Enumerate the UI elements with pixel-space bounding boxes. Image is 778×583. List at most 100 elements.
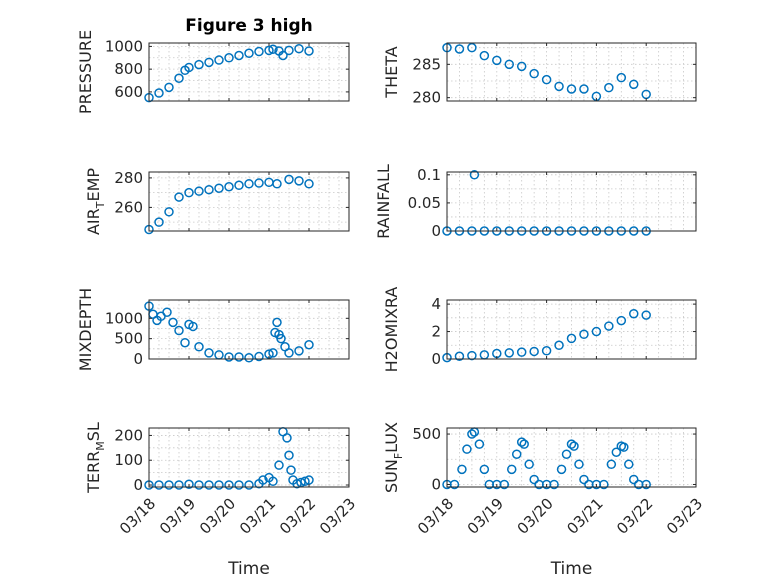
data-point [300, 476, 310, 487]
data-point [611, 447, 622, 457]
data-point [504, 348, 514, 358]
data-point [516, 347, 527, 357]
data-point [154, 88, 164, 98]
axes-box [148, 427, 350, 488]
data-point [604, 82, 614, 93]
x-tick-label: 03/20 [196, 495, 239, 538]
data-point [234, 50, 244, 61]
y-axis-label-main: AIR [84, 208, 103, 235]
data-point [294, 43, 304, 54]
data-point [194, 480, 204, 490]
data-point [254, 178, 264, 188]
x-tick-label: 03/22 [613, 495, 656, 538]
x-tick-label: 03/18 [116, 495, 159, 538]
data-point [234, 352, 244, 362]
data-point [184, 479, 194, 490]
data-point [162, 307, 172, 317]
data-point [492, 55, 502, 66]
data-point [224, 480, 234, 490]
data-point [574, 459, 584, 470]
data-point [467, 42, 477, 53]
data-point [566, 84, 577, 94]
y-axis-label: TERRMSL [84, 422, 107, 494]
x-axis-label: Time [227, 559, 270, 579]
data-point [284, 348, 294, 358]
data-point [244, 353, 254, 363]
data-point [504, 59, 514, 70]
data-point [554, 81, 564, 92]
data-point [274, 460, 284, 470]
data-point [184, 187, 194, 198]
data-point [174, 192, 184, 202]
panel-mixdepth: 0 500 1000 MIXDEPTH [76, 288, 350, 371]
axes-box [446, 171, 697, 232]
x-tick-label: 03/23 [316, 495, 359, 538]
data-point [234, 180, 244, 191]
data-point [457, 464, 467, 475]
data-point [474, 439, 485, 449]
data-point [258, 475, 268, 485]
data-point [204, 57, 214, 68]
data-point [272, 179, 282, 189]
data-point [224, 352, 234, 362]
y-axis-label: H2OMIXRA [382, 287, 401, 373]
y-tick-label: 600 [114, 83, 143, 101]
x-tick-label: 03/18 [414, 495, 457, 538]
data-point [454, 44, 465, 54]
data-point [506, 464, 517, 475]
x-tick-label: 03/19 [464, 495, 507, 538]
y-axis-label-main: TERR [84, 451, 103, 494]
y-tick-label: 280 [114, 169, 143, 187]
y-axis-label-rest: SL [84, 422, 103, 441]
data-point [561, 449, 572, 459]
x-tick-label: 03/20 [514, 495, 557, 538]
data-point [194, 59, 204, 70]
data-point [516, 61, 527, 72]
axes-box [446, 427, 697, 488]
data-point [524, 459, 534, 470]
data-point [168, 317, 178, 328]
y-tick-label: 0 [133, 476, 143, 494]
data-point [511, 449, 522, 459]
data-point [194, 186, 204, 196]
data-point [294, 346, 304, 356]
data-point [469, 170, 480, 180]
chart-title: Figure 3 high [185, 16, 313, 36]
data-point [554, 340, 564, 351]
data-point [164, 207, 174, 217]
data-point [164, 82, 174, 93]
data-point [214, 480, 224, 490]
data-point [641, 310, 651, 320]
data-point [154, 217, 164, 227]
data-point [604, 321, 614, 331]
panel-sun-flux: 0 500 03/18 03/19 03/20 03/21 03/22 03/23 SUNFLU… [382, 422, 706, 579]
data-point [294, 176, 304, 186]
y-axis-label: THETA [382, 46, 401, 98]
data-point [556, 464, 567, 475]
data-point [519, 439, 529, 449]
data-point [272, 317, 282, 328]
data-point [462, 444, 472, 454]
data-point [188, 321, 198, 332]
data-point [479, 50, 490, 61]
data-point [616, 72, 627, 83]
axes-box [148, 42, 350, 102]
data-point [282, 433, 292, 443]
y-axis-label-rest: LUX [382, 422, 401, 453]
y-tick-label: 4 [431, 295, 441, 313]
data-point [304, 340, 314, 350]
panel-h2omixra: 0 2 4 H2OMIXRA [382, 287, 697, 373]
y-axis-label: PRESSURE [76, 30, 95, 114]
y-tick-label: 2 [431, 323, 441, 341]
data-point [184, 62, 194, 73]
data-point [214, 183, 224, 193]
data-point [579, 474, 589, 485]
y-tick-label: 1000 [105, 37, 143, 55]
y-tick-label: 500 [412, 425, 441, 443]
x-axis-label: Time [550, 559, 593, 579]
y-axis-label: MIXDEPTH [76, 288, 95, 371]
data-point [244, 480, 254, 490]
data-point [629, 308, 639, 319]
axes-box [446, 299, 697, 360]
